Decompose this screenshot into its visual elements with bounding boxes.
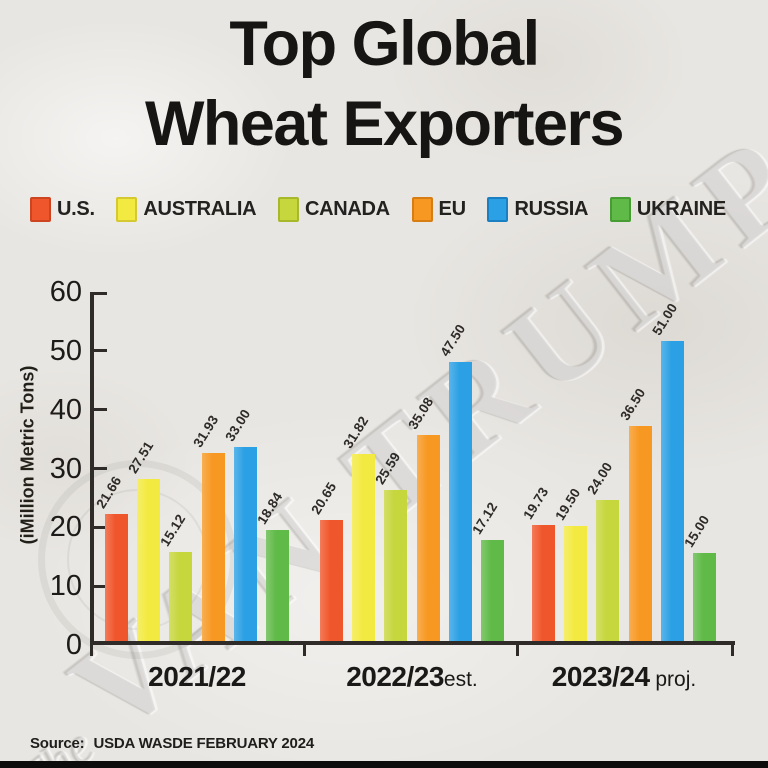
legend-swatch-ukraine bbox=[609, 197, 631, 222]
x-tick-2 bbox=[516, 645, 519, 656]
bar-u-s-2023-24: 19.73 bbox=[520, 485, 555, 641]
legend-swatch-eu bbox=[411, 197, 433, 222]
x-axis-line bbox=[90, 641, 735, 645]
y-tick-label-10: 10 bbox=[49, 570, 82, 603]
legend-label: RUSSIA bbox=[514, 198, 589, 220]
y-tick-label-60: 60 bbox=[49, 276, 82, 308]
legend-swatch-u-s bbox=[30, 197, 51, 222]
bar-value-label: 18.84 bbox=[254, 489, 286, 527]
bar-value-label: 17.12 bbox=[469, 499, 501, 537]
title-line2: Wheat Exporters bbox=[144, 89, 625, 159]
bar-value-label: 31.82 bbox=[340, 413, 372, 451]
bar-value-label: 33.00 bbox=[222, 406, 254, 444]
y-tick-label-20: 20 bbox=[49, 511, 82, 544]
bar-value-label: 51.00 bbox=[649, 300, 681, 338]
bar-australia-2021-22: 27.51 bbox=[125, 439, 161, 641]
bar-value-label: 36.50 bbox=[616, 385, 649, 423]
x-category-label-2022-23: 2022/23est. bbox=[320, 661, 504, 693]
source-text: USDA WASDE FEBRUARY 2024 bbox=[93, 735, 314, 752]
legend-swatch-canada bbox=[277, 197, 299, 222]
bar-russia-2023-24: 51.00 bbox=[649, 301, 684, 641]
x-category-label-2021-22: 2021/22 bbox=[105, 661, 289, 693]
x-category-label-2023-24: 2023/24 proj. bbox=[532, 661, 716, 693]
legend-label: EU bbox=[438, 198, 466, 220]
plot-area: 0 10 20 30 40 50 60 21.66 27.51 15.12 31.93 33.00 18… bbox=[50, 276, 735, 692]
bottom-border bbox=[0, 761, 768, 768]
legend-item-australia: AUSTRALIA bbox=[116, 197, 257, 222]
bar-value-label: 31.93 bbox=[189, 412, 222, 450]
bar-value-label: 19.50 bbox=[552, 485, 584, 523]
y-tick-60 bbox=[93, 292, 107, 295]
category-year: 2021/22 bbox=[148, 661, 246, 692]
y-tick-label-30: 30 bbox=[49, 452, 82, 485]
y-tick-label-40: 40 bbox=[49, 393, 82, 426]
legend-swatch-australia bbox=[116, 197, 138, 222]
category-suffix: est. bbox=[443, 668, 478, 691]
legend-item-russia: RUSSIA bbox=[487, 197, 589, 222]
bar-group-2021-22: 21.66 27.51 15.12 31.93 33.00 18.84 bbox=[93, 339, 289, 641]
bar-value-label: 47.50 bbox=[437, 321, 469, 359]
legend-label: UKRAINE bbox=[636, 198, 726, 220]
legend-swatch-russia bbox=[487, 197, 509, 222]
title-line1: Top Global bbox=[229, 9, 540, 79]
bar-canada-2021-22: 15.12 bbox=[158, 512, 193, 641]
legend-item-u-s: U.S. bbox=[30, 197, 95, 222]
bar-value-label: 20.65 bbox=[308, 479, 340, 517]
legend-label: AUSTRALIA bbox=[143, 198, 257, 220]
bar-eu-2023-24: 36.50 bbox=[617, 386, 652, 641]
bar-value-label: 15.12 bbox=[157, 511, 189, 549]
x-tick-1 bbox=[303, 645, 306, 656]
bar-value-label: 21.66 bbox=[93, 473, 125, 511]
bar-u-s-2021-22: 21.66 bbox=[93, 474, 128, 641]
bar-u-s-2022-23: 20.65 bbox=[308, 480, 343, 641]
bar-eu-2022-23: 35.08 bbox=[405, 395, 440, 641]
legend-label: CANADA bbox=[304, 198, 390, 220]
y-tick-label-0: 0 bbox=[65, 629, 82, 661]
bar-group-2022-23: 20.65 31.82 25.59 35.08 47.50 17.12 bbox=[308, 322, 504, 641]
category-suffix: proj. bbox=[649, 668, 697, 691]
x-tick-0 bbox=[90, 645, 93, 656]
bar-value-label: 27.51 bbox=[125, 438, 157, 476]
source-note: Source: USDA WASDE FEBRUARY 2024 bbox=[30, 735, 314, 752]
bar-australia-2022-23: 31.82 bbox=[340, 414, 376, 641]
y-tick-label-50: 50 bbox=[49, 334, 82, 367]
source-prefix: Source: bbox=[30, 735, 85, 752]
bar-ukraine-2022-23: 17.12 bbox=[469, 500, 504, 641]
bar-value-label: 19.73 bbox=[520, 484, 552, 522]
legend: U.S. AUSTRALIA CANADA EU RUSSIA UKRAINE bbox=[30, 197, 726, 222]
bar-value-label: 35.08 bbox=[404, 394, 437, 432]
bar-russia-2022-23: 47.50 bbox=[437, 322, 472, 641]
legend-item-ukraine: UKRAINE bbox=[609, 197, 726, 222]
bar-value-label: 15.00 bbox=[681, 512, 713, 550]
bar-group-2023-24: 19.73 19.50 24.00 36.50 51.00 15.00 bbox=[520, 301, 716, 641]
bar-russia-2021-22: 33.00 bbox=[222, 407, 257, 641]
bar-ukraine-2021-22: 18.84 bbox=[254, 490, 289, 641]
bar-canada-2022-23: 25.59 bbox=[373, 450, 408, 641]
bar-ukraine-2023-24: 15.00 bbox=[681, 513, 716, 641]
legend-label: U.S. bbox=[57, 198, 95, 220]
legend-item-canada: CANADA bbox=[277, 197, 390, 222]
category-year: 2023/24 bbox=[551, 661, 650, 692]
bar-australia-2023-24: 19.50 bbox=[552, 486, 588, 641]
category-year: 2022/23 bbox=[346, 661, 444, 692]
legend-item-eu: EU bbox=[411, 197, 466, 222]
bar-value-label: 25.59 bbox=[372, 449, 404, 487]
bar-value-label: 24.00 bbox=[584, 459, 616, 497]
page-title: Top Global Wheat Exporters bbox=[0, 4, 768, 164]
x-tick-3 bbox=[731, 645, 734, 656]
bar-eu-2021-22: 31.93 bbox=[190, 413, 225, 641]
bar-canada-2023-24: 24.00 bbox=[585, 460, 620, 641]
